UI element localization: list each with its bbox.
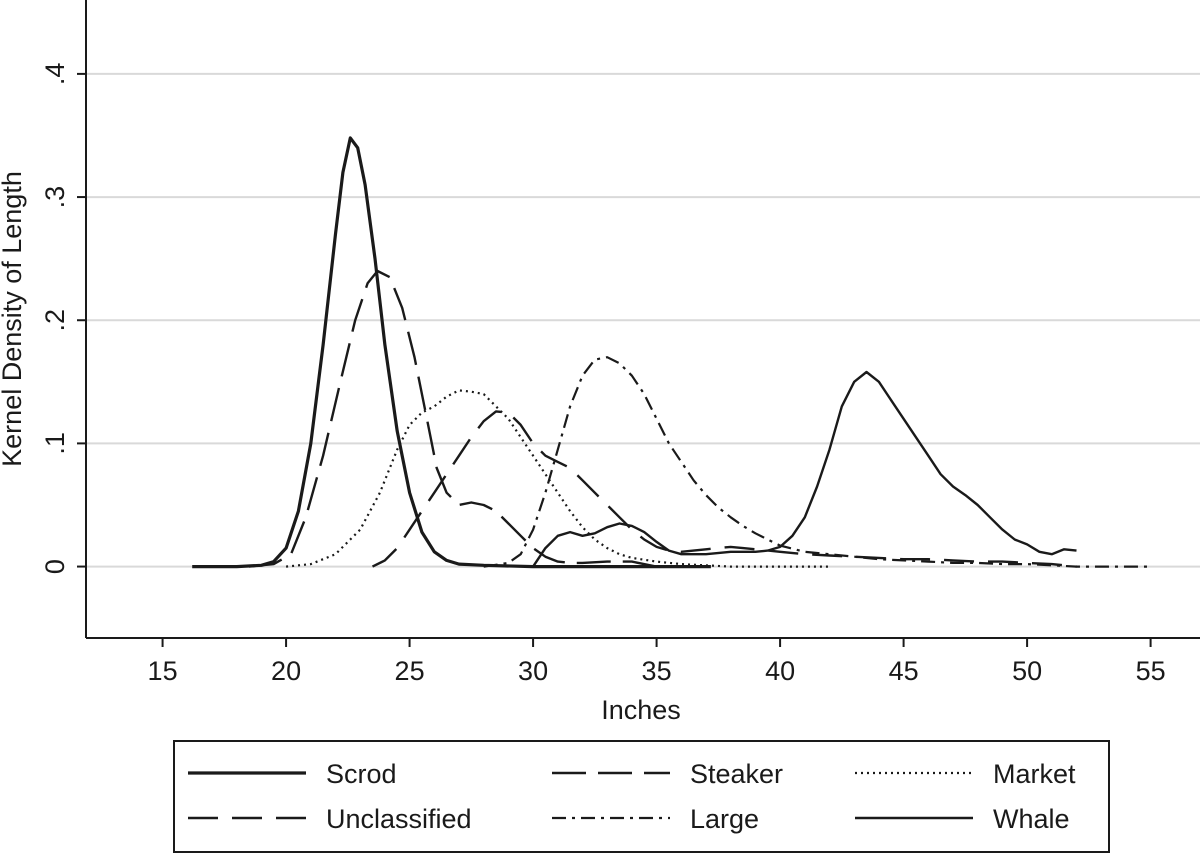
x-tick-label: 50 [1012,656,1042,686]
series-line-steaker [248,269,657,568]
x-tick-label: 15 [148,656,178,686]
y-axis-title: Kernel Density of Length [0,171,27,467]
grid-lines [86,72,1200,568]
axes [85,0,1200,639]
x-tick-label: 55 [1136,656,1166,686]
legend-box [173,740,1110,853]
x-tick-label: 25 [395,656,425,686]
y-tick-label: 0 [40,559,70,574]
y-tick-label: .1 [40,432,70,455]
x-tick-label: 30 [518,656,548,686]
x-ticks: 15 20 25 30 35 40 45 50 55 [148,638,1166,686]
legend: Scrod Steaker Market Unclassified Large Whale [173,740,1110,853]
series-lines [192,136,1151,569]
legend-item-market: Market [855,759,1076,789]
x-tick-label: 20 [271,656,301,686]
legend-label-large: Large [690,804,759,834]
legend-item-steaker: Steaker [552,759,783,789]
y-tick-label: .2 [40,309,70,332]
series-line-unclassified [371,410,1077,568]
legend-label-scrod: Scrod [326,759,397,789]
y-ticks: 0 .1 .2 .3 .4 [40,63,86,574]
y-tick-label: .4 [40,63,70,86]
series-line-whale [532,370,1077,568]
x-tick-label: 35 [642,656,672,686]
legend-label-steaker: Steaker [690,759,783,789]
legend-label-market: Market [993,759,1076,789]
legend-item-scrod: Scrod [188,759,397,789]
legend-label-unclassified: Unclassified [326,804,472,834]
x-axis-title: Inches [601,695,681,725]
x-tick-label: 45 [889,656,919,686]
legend-label-whale: Whale [993,804,1070,834]
series-line-large [483,356,1151,568]
series-line-scrod [192,136,711,569]
legend-item-large: Large [552,804,759,834]
legend-item-whale: Whale [855,804,1070,834]
series-line-market [285,389,830,568]
y-tick-label: .3 [40,186,70,209]
x-tick-label: 40 [765,656,795,686]
legend-item-unclassified: Unclassified [188,804,472,834]
